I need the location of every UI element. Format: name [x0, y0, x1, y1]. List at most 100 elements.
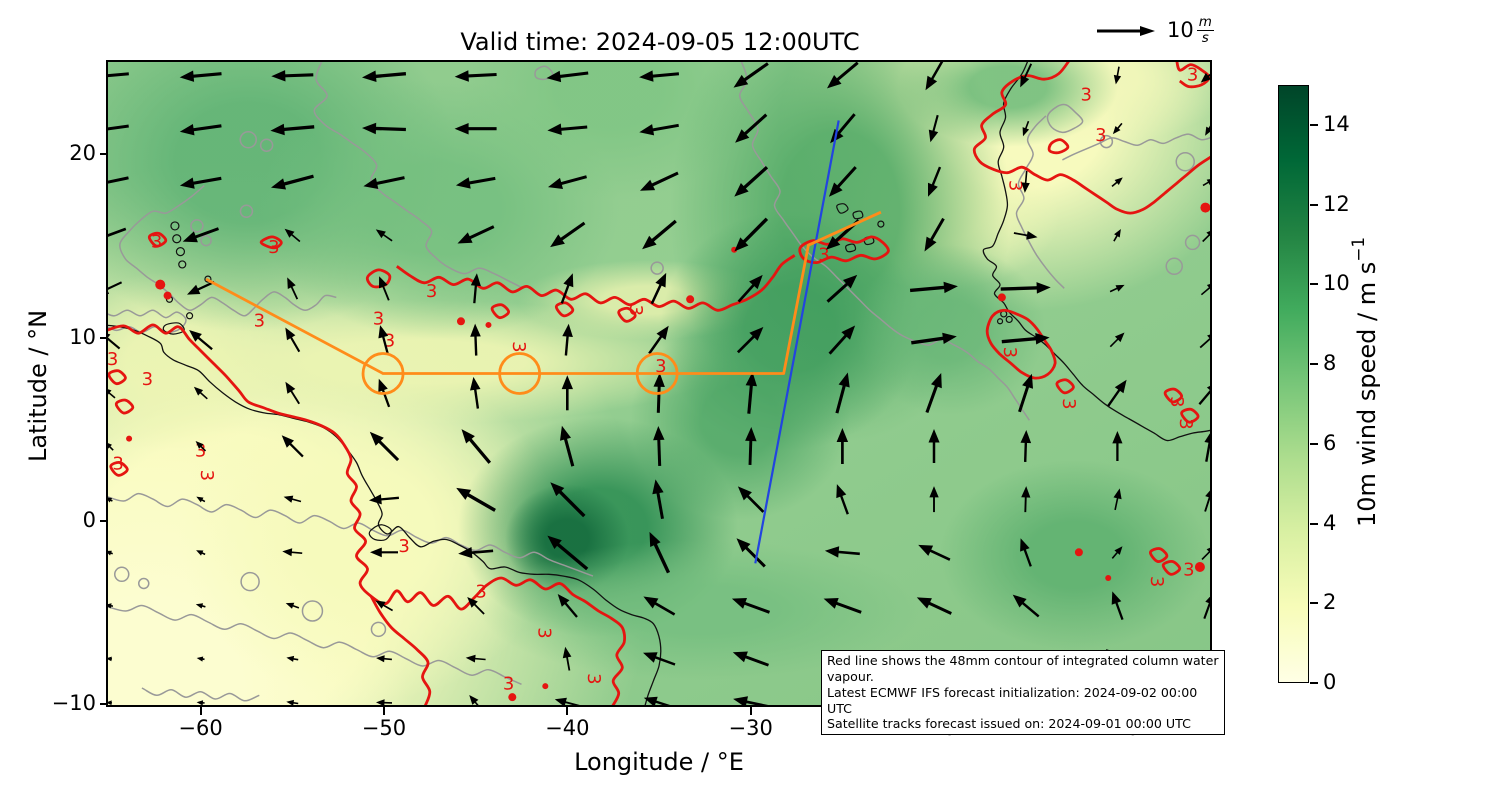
wind-arrow-head	[1020, 430, 1032, 444]
contour-label: 3	[475, 582, 486, 603]
colorbar-tick-mark	[1310, 682, 1318, 684]
x-tick-label: −30	[728, 716, 773, 740]
contour-label: 3	[254, 310, 265, 331]
gray-contour-loop	[190, 219, 204, 233]
contour-label: 3	[818, 244, 829, 265]
wind-arrow-head	[925, 75, 938, 91]
icwv-contour-fragment	[1200, 202, 1210, 213]
wind-arrow-head	[195, 441, 204, 449]
icwv-48mm-contour	[617, 306, 637, 323]
wind-arrow-head	[179, 177, 195, 189]
icwv-contour-fragment	[1105, 574, 1112, 581]
wind-arrow-head	[271, 178, 286, 190]
contour-label: 3	[384, 330, 395, 351]
wind-arrow-head	[557, 594, 570, 607]
icwv-48mm-contour	[108, 323, 626, 705]
wind-arrow-head	[189, 330, 202, 342]
wind-arrow-head	[1207, 334, 1210, 339]
colorbar-tick-label: 4	[1323, 510, 1337, 535]
coastline	[982, 62, 1210, 442]
wind-arrow-head	[733, 696, 748, 705]
wind-arrow-head	[287, 277, 296, 289]
wind-arrow-head	[749, 326, 764, 341]
y-axis-label: Latitude / °N	[24, 309, 52, 463]
y-tick-label: 20	[69, 141, 96, 166]
wind-arrow-head	[841, 325, 856, 340]
wind-speed-blob	[855, 245, 1045, 415]
colorbar-tick-mark	[1310, 363, 1318, 366]
wind-arrow-head	[642, 235, 657, 250]
contour-label: 3	[534, 627, 555, 638]
colorbar-tick-label: 10	[1323, 271, 1350, 296]
wind-arrow	[739, 62, 769, 85]
wind-arrow-head	[1022, 127, 1030, 137]
wind-arrow-head	[562, 646, 572, 659]
wind-arrow-head	[1115, 284, 1125, 292]
wind-arrow-head	[547, 123, 562, 135]
wind-arrow-head	[1114, 229, 1121, 238]
wind-arrow	[108, 72, 129, 78]
wind-arrow	[463, 72, 497, 78]
wind-arrow-head	[639, 124, 655, 136]
wind-arrow	[646, 171, 679, 189]
wind-arrow	[552, 539, 589, 571]
wind-arrow-head	[456, 487, 472, 500]
gray-contour	[1015, 115, 1065, 289]
colorbar-label: 10m wind speed / m s−1	[1348, 236, 1381, 528]
icwv-contour-fragment	[126, 435, 133, 442]
gray-contour-loop	[200, 234, 212, 247]
wind-arrow-head	[916, 597, 932, 609]
wind-arrow-head	[639, 70, 654, 82]
satellite-track-circle	[361, 352, 405, 395]
wind-arrow-head	[745, 371, 757, 387]
wind-arrow	[462, 490, 496, 512]
icwv-contour-fragment	[1194, 561, 1205, 572]
wind-arrow	[1198, 389, 1210, 406]
wind-arrow-head	[179, 70, 195, 82]
colorbar-tick-label: 14	[1323, 111, 1350, 136]
wind-arrow-head	[108, 389, 112, 395]
contour-label: 3	[426, 281, 437, 302]
wind-arrow-head	[369, 431, 384, 446]
contour-label: 3	[503, 673, 514, 694]
colorbar-tick-mark	[1310, 442, 1318, 445]
wind-arrow-head	[271, 70, 286, 82]
wind-arrow-head	[454, 123, 469, 135]
coastline-islet	[178, 260, 187, 269]
wind-arrow-head	[378, 378, 388, 393]
y-tick-mark	[100, 520, 108, 523]
wind-speed-blob	[940, 460, 1210, 650]
gray-contour	[108, 492, 594, 577]
wind-arrow-head	[653, 426, 665, 441]
icwv-contour-fragment	[686, 295, 695, 304]
x-tick-mark	[199, 707, 202, 715]
wind-arrow-head	[108, 700, 112, 705]
wind-arrow-head	[1026, 231, 1038, 240]
gray-contour	[1062, 133, 1210, 161]
quiver-key: 10 m s	[1095, 12, 1214, 48]
gray-contour	[119, 185, 337, 317]
wind-arrow-head	[108, 333, 111, 338]
wind-arrow-head	[196, 656, 204, 662]
wind-arrow-head	[1020, 538, 1030, 552]
colorbar-tick-mark	[1310, 123, 1318, 126]
wind-arrow	[909, 285, 950, 293]
wind-arrow-head	[928, 129, 939, 143]
wind-arrow-head	[643, 596, 659, 609]
colorbar-tick-label: 12	[1323, 191, 1350, 216]
wind-arrow-head	[375, 600, 386, 609]
colorbar-tick-mark	[1310, 283, 1318, 286]
wind-arrow-head	[1204, 433, 1210, 444]
icwv-48mm-contour	[1161, 560, 1182, 576]
wind-arrow-head	[829, 182, 843, 197]
wind-arrow-head	[196, 550, 204, 556]
wind-arrow	[647, 219, 677, 246]
wind-arrow-head	[1114, 546, 1123, 555]
wind-arrow-head	[824, 546, 840, 558]
icwv-48mm-contour	[1149, 547, 1169, 563]
coastline-islet	[204, 275, 212, 283]
wind-arrow	[278, 174, 314, 187]
gray-contour-loop	[138, 577, 150, 590]
wind-arrow-head	[458, 547, 473, 559]
wind-arrow-head	[465, 654, 476, 663]
